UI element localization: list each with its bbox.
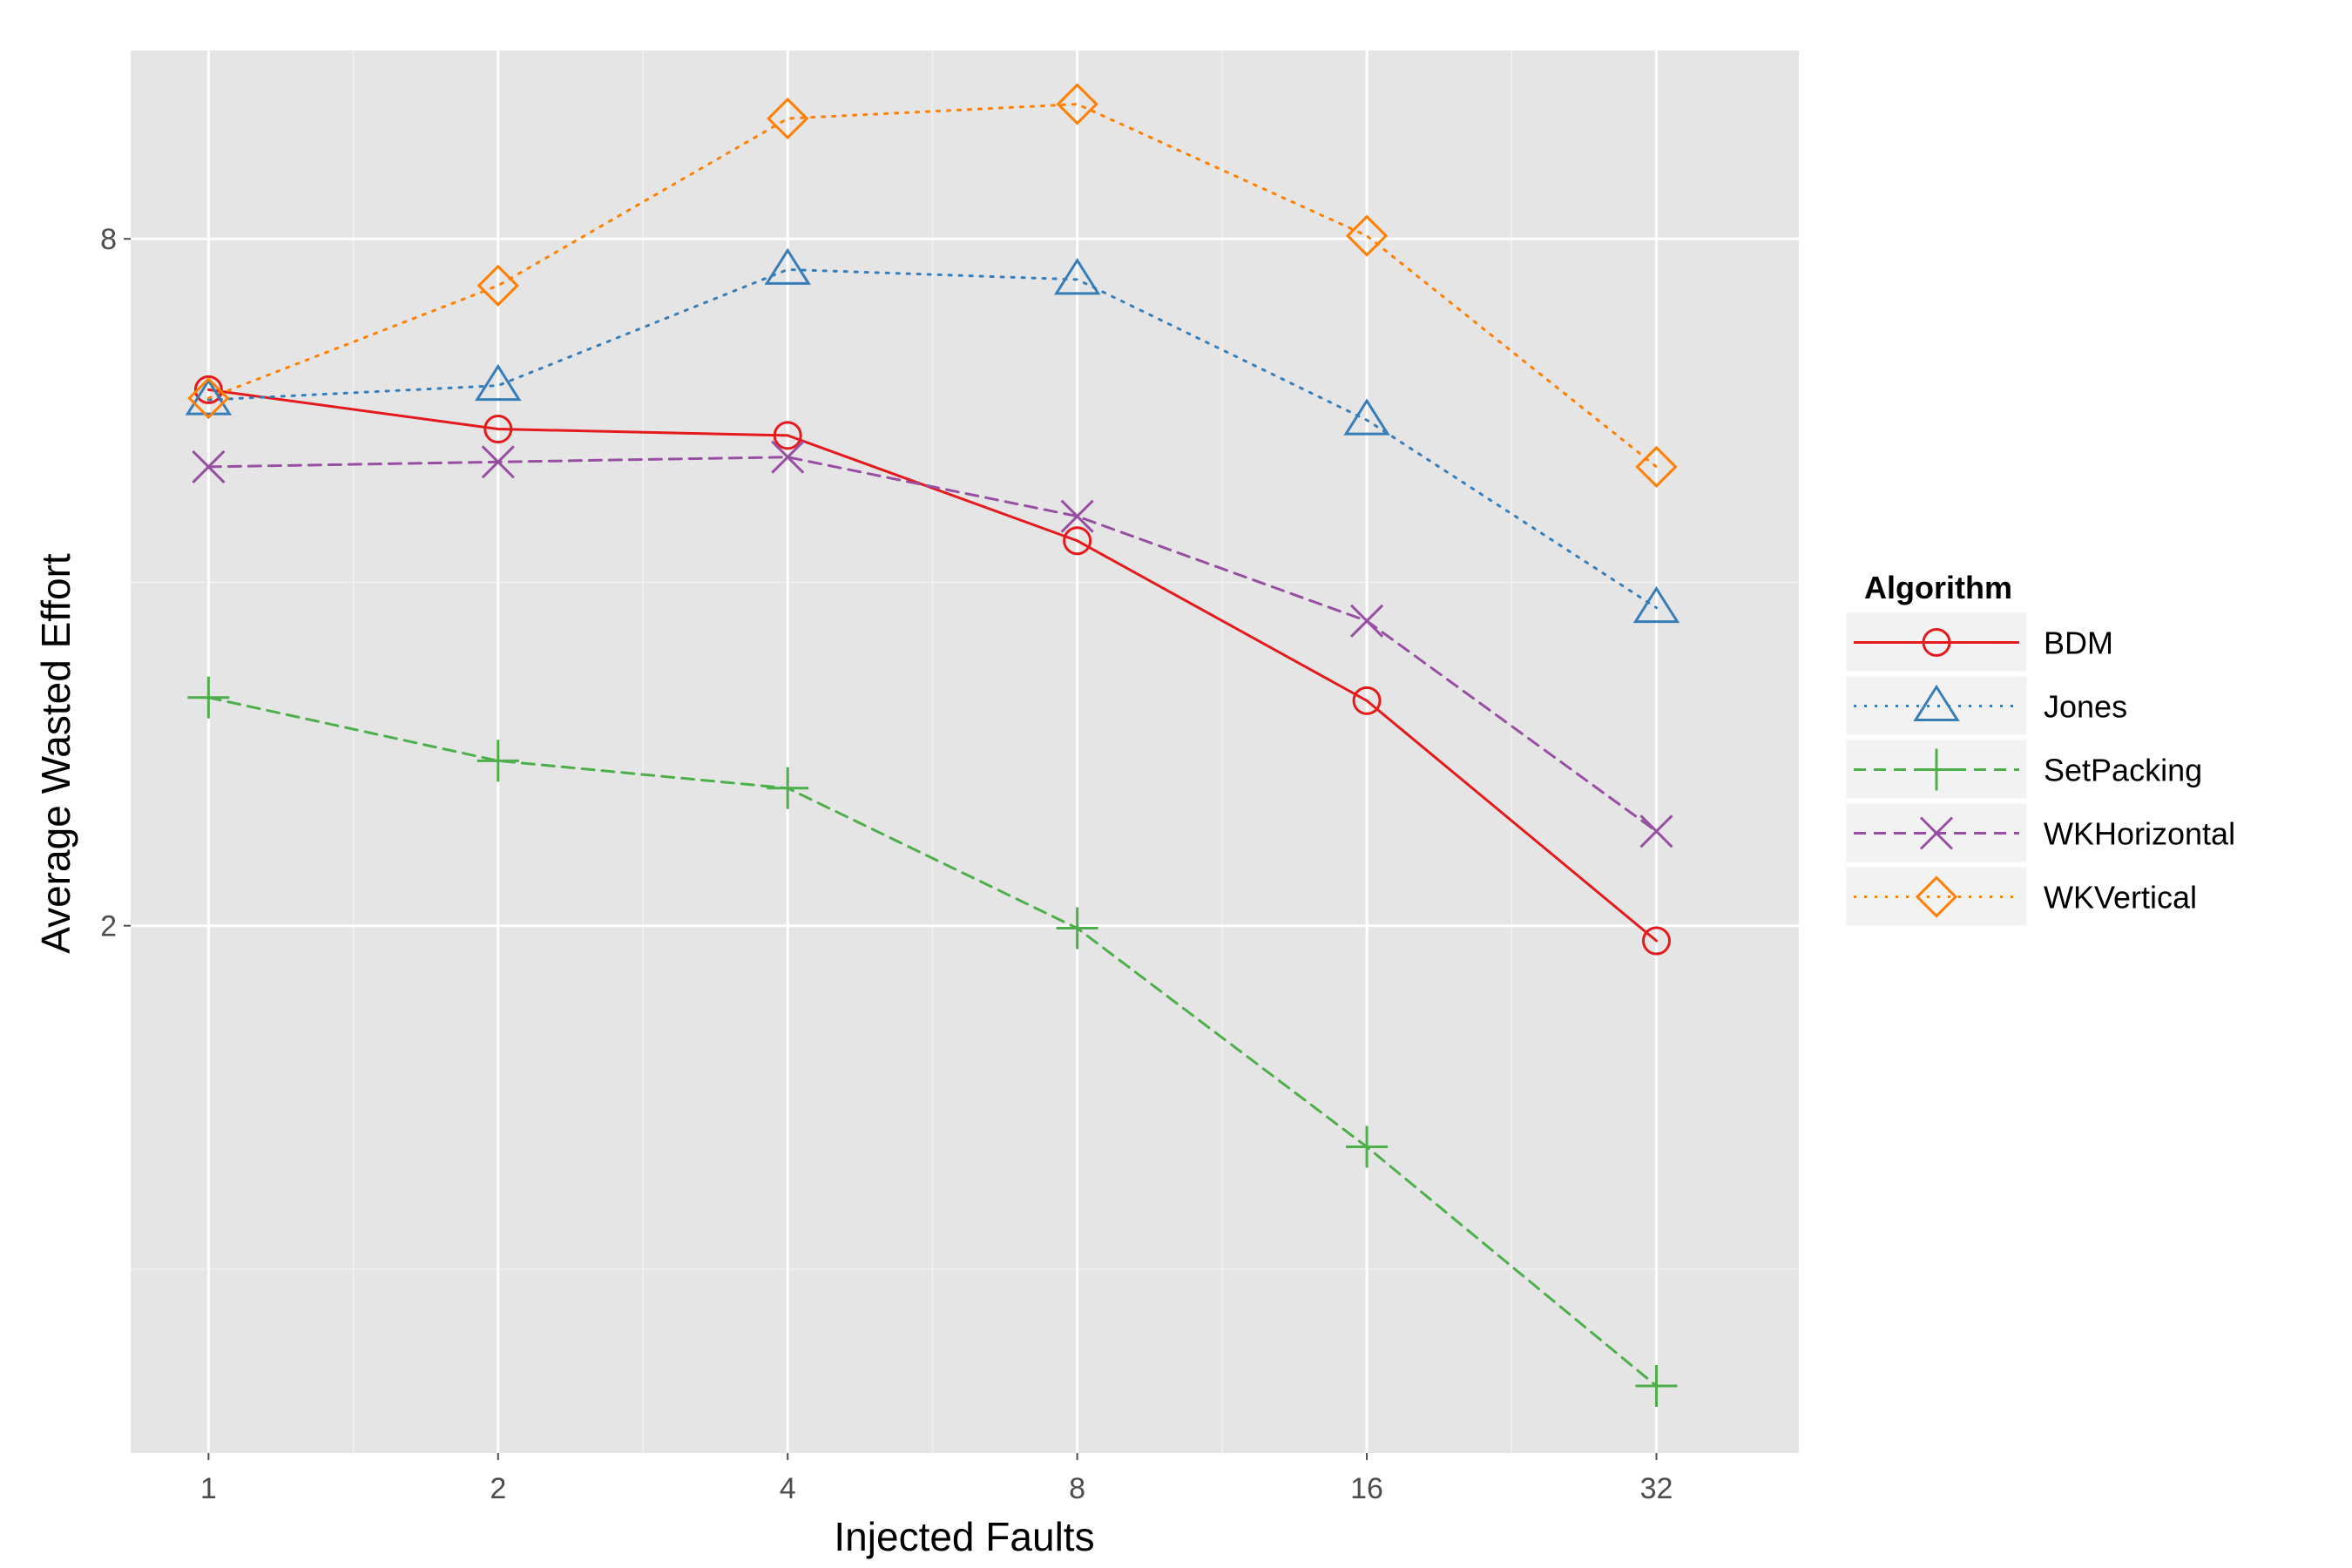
x-axis-title: Injected Faults xyxy=(834,1514,1094,1559)
point-bdm xyxy=(773,421,802,450)
series-markers xyxy=(185,83,1680,1408)
point-wkvertical xyxy=(1345,214,1389,257)
point-jones xyxy=(1632,585,1680,624)
point-bdm xyxy=(1352,686,1382,715)
point-wkhorizontal xyxy=(192,449,226,483)
point-wkvertical xyxy=(476,264,519,307)
point-setpacking xyxy=(1346,1125,1389,1168)
series-line-wkhorizontal xyxy=(206,456,1658,833)
legend-marker-wkvertical xyxy=(1915,875,1958,918)
point-bdm xyxy=(1641,926,1671,956)
point-setpacking xyxy=(476,740,519,782)
point-wkvertical xyxy=(187,377,230,420)
x-axis: 1 2 4 8 16 32 xyxy=(200,1453,1673,1505)
point-setpacking xyxy=(767,767,809,809)
x-tick-label: 2 xyxy=(490,1472,506,1505)
point-jones xyxy=(764,247,811,285)
point-wkhorizontal xyxy=(481,445,515,479)
point-bdm xyxy=(193,375,223,404)
major-gridlines xyxy=(131,51,1799,1453)
legend-marker-bdm xyxy=(1922,628,1951,657)
point-wkhorizontal xyxy=(1350,604,1384,638)
point-setpacking xyxy=(1056,907,1098,950)
y-axis: 28 xyxy=(100,223,131,943)
legend-title: Algorithm xyxy=(1864,570,2012,605)
point-bdm xyxy=(483,415,513,444)
x-tick-label: 4 xyxy=(780,1472,796,1505)
point-wkvertical xyxy=(1635,445,1678,489)
point-jones xyxy=(1053,258,1101,295)
legend-label-bdm: BDM xyxy=(2044,625,2113,661)
point-wkvertical xyxy=(767,97,809,140)
plot-panel xyxy=(131,51,1799,1453)
legend-marker-wkhorizontal xyxy=(1919,816,1954,850)
minor-gridlines xyxy=(131,51,1799,1453)
legend-label-wkvertical: WKVertical xyxy=(2044,880,2197,916)
x-tick-label: 8 xyxy=(1069,1472,1085,1505)
legend-label-jones: Jones xyxy=(2044,689,2127,725)
x-tick-label: 16 xyxy=(1350,1472,1383,1505)
point-bdm xyxy=(1063,526,1092,556)
x-tick-label: 1 xyxy=(200,1472,217,1505)
point-jones xyxy=(185,378,233,416)
point-wkhorizontal xyxy=(1060,499,1094,533)
legend-marker-jones xyxy=(1913,684,1960,721)
legend: Algorithm BDM Jones SetPacking WKHorizontal… xyxy=(1843,570,2235,929)
y-tick-label: 8 xyxy=(100,223,117,256)
point-wkhorizontal xyxy=(771,440,805,474)
point-jones xyxy=(1343,398,1390,436)
series-line-setpacking xyxy=(206,696,1658,1388)
x-tick-label: 32 xyxy=(1640,1472,1673,1505)
point-setpacking xyxy=(1635,1365,1678,1408)
y-tick-label: 2 xyxy=(100,910,117,943)
legend-label-wkhorizontal: WKHorizontal xyxy=(2044,816,2235,852)
point-wkhorizontal xyxy=(1639,814,1673,848)
series-lines xyxy=(206,103,1658,1388)
point-setpacking xyxy=(187,676,230,719)
series-line-bdm xyxy=(206,388,1658,943)
y-axis-title: Average Wasted Effort xyxy=(33,553,78,954)
point-jones xyxy=(475,363,522,402)
series-line-jones xyxy=(206,267,1658,610)
legend-marker-setpacking xyxy=(1916,748,1957,791)
point-wkvertical xyxy=(1056,83,1098,125)
legend-label-setpacking: SetPacking xyxy=(2044,753,2202,788)
